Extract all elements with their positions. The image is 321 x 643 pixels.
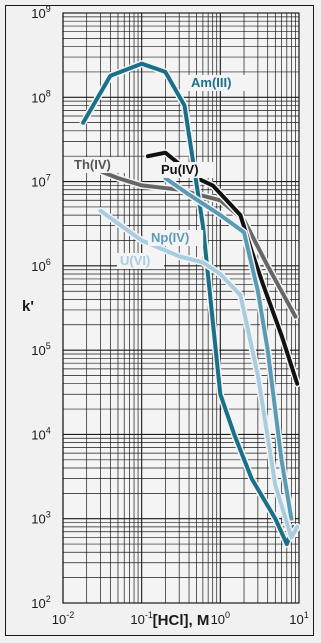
series-label: Am(III) [191,75,231,90]
x-axis-label: [HCl], M [153,612,210,629]
plot-border [62,12,300,604]
x-tick-label: 10-2 [52,610,74,627]
series-label-bg [71,157,127,173]
series-label: Np(IV) [151,230,189,245]
series-label-bg [148,230,204,246]
y-tick-label: 107 [31,173,50,190]
y-tick-label: 102 [31,594,50,611]
x-tick-label: 101 [289,610,308,627]
series-label-bg [188,75,252,91]
y-tick-label: 108 [31,88,50,105]
series-label: Pu(IV) [161,162,199,177]
x-tick-label: 10-1 [130,610,152,627]
y-tick-label: 104 [31,425,50,442]
series-label: U(VI) [120,253,150,268]
y-tick-label: 103 [31,510,50,527]
series-label-bg [117,253,164,269]
y-axis-label: k' [22,298,34,315]
figure-frame: 10-2 10-1 100 101 102 103 104 105 106 107 108 109 [H… [5,5,314,636]
y-tick-label: 105 [31,341,50,358]
series-label-bg [158,162,214,178]
series-line [163,176,294,521]
series-label: Th(IV) [74,157,111,172]
series-line [81,61,296,547]
y-tick-label: 106 [31,257,50,274]
chart: 10-2 10-1 100 101 102 103 104 105 106 107 108 109 [H… [22,6,309,629]
y-tick-label: 109 [31,6,50,21]
x-tick-label: 100 [211,610,230,627]
series-line [98,208,300,540]
